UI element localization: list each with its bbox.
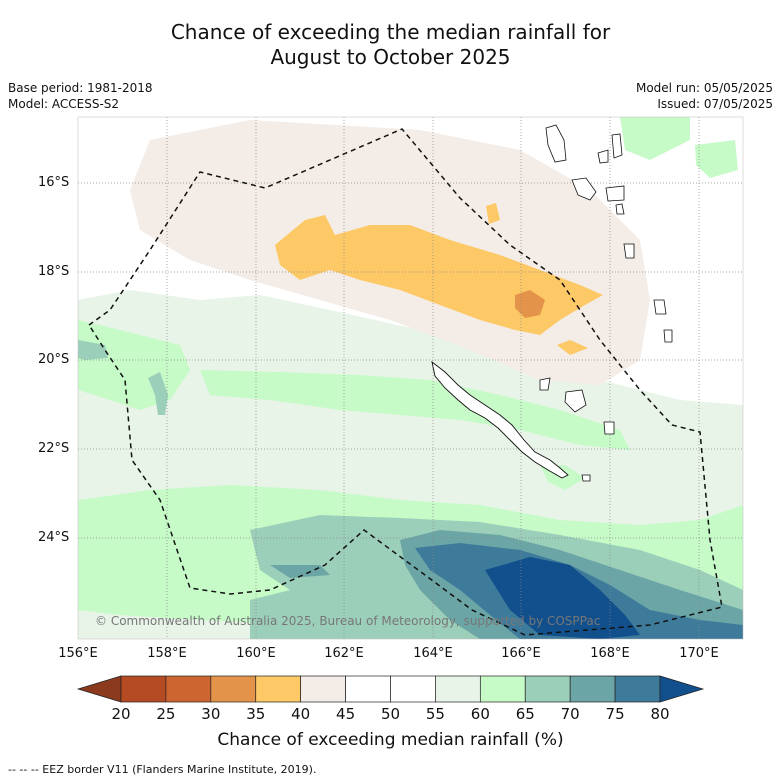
- colorbar-tick-label: 50: [380, 705, 401, 723]
- colorbar-segment: [165, 675, 212, 703]
- contour-70-75-mid: [270, 565, 330, 578]
- vanuatu-island-9: [663, 329, 673, 343]
- model-run: Model run: 05/05/2025: [635, 81, 773, 95]
- colorbar-tick-label: 35: [246, 705, 266, 723]
- colorbar-segment: [479, 675, 526, 703]
- colorbar-segment: [120, 675, 167, 703]
- eez-footnote: -- -- -- EEZ border V11 (Flanders Marine…: [8, 763, 317, 776]
- copyright-notice: © Commonwealth of Australia 2025, Bureau…: [95, 614, 601, 628]
- meta-left: Base period: 1981-2018 Model: ACCESS-S2: [8, 80, 153, 112]
- lat-label-20s: 20°S: [38, 352, 70, 367]
- vanuatu-island-7: [623, 243, 635, 259]
- rainfall-contours: [78, 117, 743, 639]
- colorbar-segment: [390, 675, 436, 703]
- contour-60-65-mid: [200, 370, 630, 450]
- vanuatu-island-3: [611, 133, 623, 159]
- contour-60-65-ne2: [695, 140, 738, 178]
- colorbar-tick-label: 45: [336, 705, 356, 723]
- isle-of-pines: [581, 474, 591, 482]
- colorbar-tick-label: 80: [650, 705, 670, 723]
- colorbar-tick-label: 30: [201, 705, 221, 723]
- colorbar-tick-label: 65: [515, 705, 535, 723]
- lon-label-160e: 160°E: [236, 646, 276, 661]
- contour-80plus: [485, 557, 640, 639]
- new-caledonia-coastline: [431, 360, 569, 479]
- lon-label-164e: 164°E: [413, 646, 453, 661]
- colorbar-tick-label: 70: [560, 705, 580, 723]
- colorbar-segment: [614, 675, 661, 703]
- vanuatu-island-8: [653, 299, 667, 315]
- loyalty-island-3: [603, 421, 615, 435]
- lon-label-162e: 162°E: [324, 646, 364, 661]
- colorbar: [76, 675, 705, 703]
- lon-label-166e: 166°E: [501, 646, 541, 661]
- vanuatu-island-2: [597, 149, 609, 164]
- map-title: Chance of exceeding the median rainfall …: [0, 20, 781, 70]
- contour-35-40-islet: [486, 203, 500, 224]
- model-name: Model: ACCESS-S2: [8, 97, 120, 111]
- lon-label-158e: 158°E: [147, 646, 187, 661]
- lat-label-24s: 24°S: [38, 530, 70, 545]
- map-frame: [77, 116, 744, 640]
- lat-label-18s: 18°S: [38, 264, 70, 279]
- colorbar-arrow-low: [76, 675, 122, 703]
- colorbar-tick-label: 75: [605, 705, 625, 723]
- vanuatu-island-5: [605, 185, 625, 202]
- colorbar-arrow-high: [659, 675, 705, 703]
- colorbar-tick-label: 25: [156, 705, 176, 723]
- eez-border: [87, 128, 723, 636]
- meta-right: Model run: 05/05/2025 Issued: 07/05/2025: [636, 80, 773, 112]
- grid-lines: [78, 117, 743, 639]
- lon-label-156e: 156°E: [58, 646, 98, 661]
- colorbar-segment: [300, 675, 346, 703]
- lat-label-22s: 22°S: [38, 441, 70, 456]
- title-line-2: August to October 2025: [270, 45, 511, 69]
- contour-30-35: [515, 290, 545, 318]
- contour-35-40-east: [557, 340, 588, 355]
- colorbar-segment: [255, 675, 302, 703]
- loyalty-island-2: [564, 389, 587, 413]
- colorbar-tick-label: 20: [111, 705, 131, 723]
- colorbar-segment: [345, 675, 391, 703]
- contour-65-70-islet: [148, 372, 168, 415]
- colorbar-segment: [435, 675, 481, 703]
- colorbar-tick-label: 40: [291, 705, 311, 723]
- vanuatu-island-1: [545, 124, 567, 163]
- colorbar-title: Chance of exceeding median rainfall (%): [217, 730, 564, 750]
- contour-65-70-west: [78, 340, 108, 360]
- colorbar-segment: [524, 675, 571, 703]
- title-line-1: Chance of exceeding the median rainfall …: [170, 20, 611, 44]
- contour-60-65-ne1: [620, 117, 690, 160]
- lon-label-170e: 170°E: [679, 646, 719, 661]
- vanuatu-island-6: [615, 203, 625, 215]
- base-period: Base period: 1981-2018: [8, 81, 153, 95]
- lat-label-16s: 16°S: [38, 175, 70, 190]
- colorbar-tick-label: 60: [470, 705, 490, 723]
- colorbar-tick-label: 55: [425, 705, 445, 723]
- colorbar-segment: [210, 675, 257, 703]
- vanuatu-island-4: [571, 177, 597, 201]
- loyalty-island-1: [539, 377, 551, 391]
- issued-date: Issued: 07/05/2025: [657, 97, 773, 111]
- colorbar-segment: [569, 675, 616, 703]
- lon-label-168e: 168°E: [590, 646, 630, 661]
